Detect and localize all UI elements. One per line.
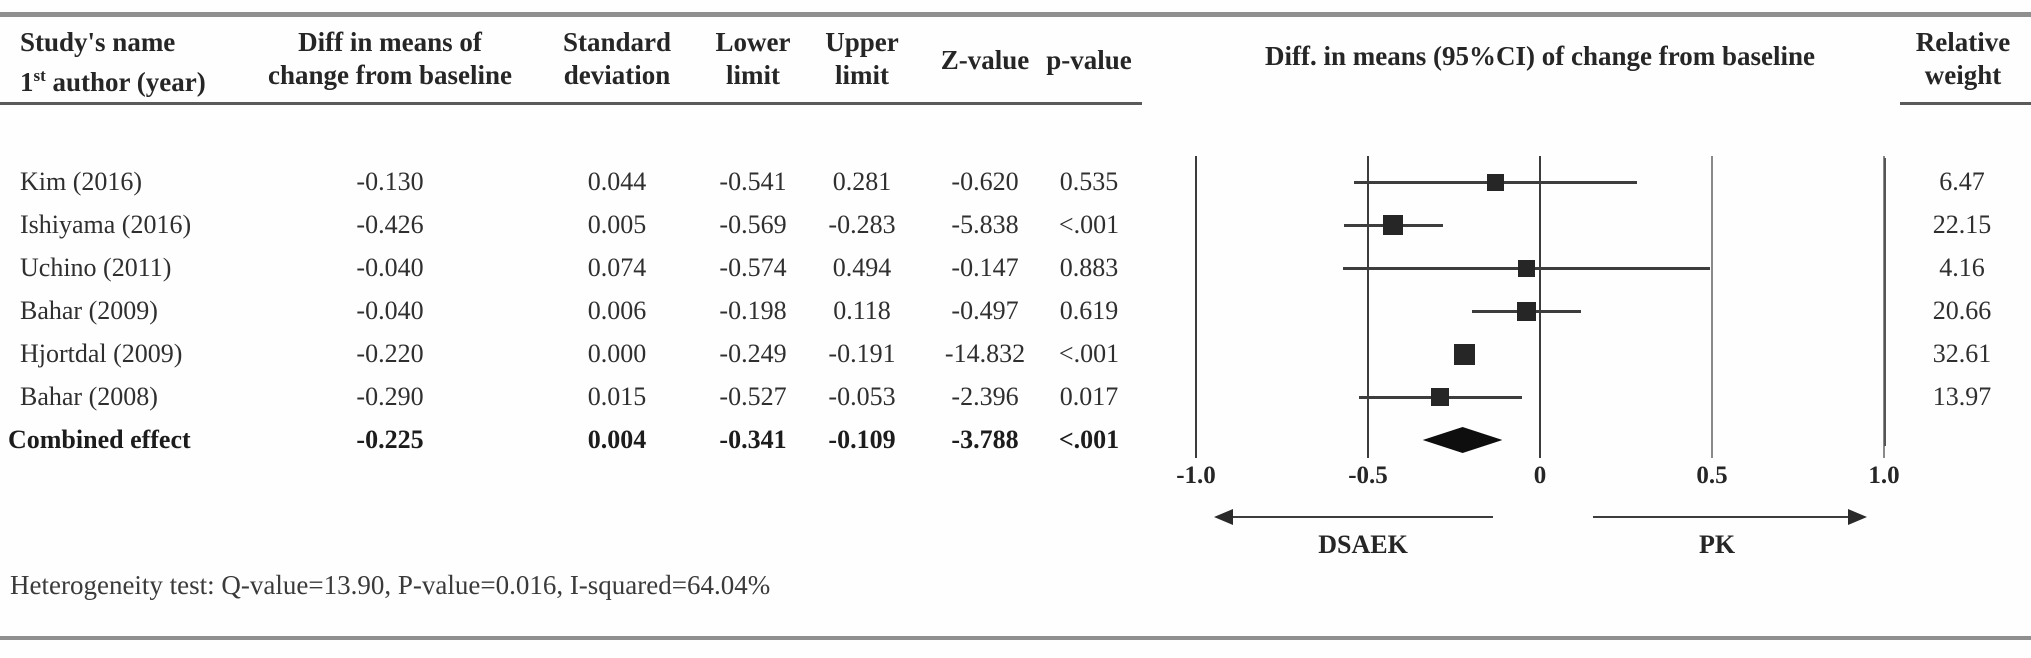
cell-diff: -0.225 — [356, 425, 424, 454]
cell-p: <.001 — [1058, 339, 1120, 368]
cell-lower: -0.569 — [719, 210, 787, 239]
cell-z: -14.832 — [944, 339, 1026, 368]
axis-tick-0.5: 0.5 — [1696, 462, 1728, 489]
cell-sd: 0.044 — [587, 167, 647, 196]
axis-tick-1.0: 1.0 — [1868, 462, 1900, 489]
cell-lower: -0.574 — [719, 253, 787, 282]
cell-sd: 0.005 — [587, 210, 647, 239]
cell-p: 0.883 — [1059, 253, 1119, 282]
column-header-weight: Relative weight — [1915, 27, 2011, 90]
cell-diff: -0.220 — [356, 339, 424, 368]
cell-diff: -0.040 — [356, 253, 424, 282]
pk-arrow-head-icon — [1848, 509, 1867, 525]
cell-diff: -0.130 — [356, 167, 424, 196]
cell-sd: 0.015 — [587, 382, 647, 411]
study-name: Bahar (2008) — [20, 382, 158, 411]
weight-column-separator — [1884, 158, 1886, 446]
study-name: Uchino (2011) — [20, 253, 172, 282]
cell-diff: -0.290 — [356, 382, 424, 411]
cell-diff: -0.040 — [356, 296, 424, 325]
effect-square — [1517, 259, 1535, 277]
cell-upper: 0.494 — [832, 253, 892, 282]
cell-p: 0.619 — [1059, 296, 1119, 325]
header-rule-right — [1900, 102, 2031, 105]
study-name: Hjortdal (2009) — [20, 339, 183, 368]
cell-lower: -0.541 — [719, 167, 787, 196]
gridline--0.5 — [1367, 156, 1369, 458]
gridline-0 — [1539, 156, 1541, 458]
column-header-lower: Lower limit — [715, 27, 791, 90]
column-header-sd: Standard deviation — [562, 27, 672, 90]
gridline--1.0 — [1195, 156, 1197, 458]
column-header-pvalue: p-value — [1046, 45, 1132, 75]
cell-upper: -0.109 — [828, 425, 896, 454]
pk-arrow-shaft — [1593, 516, 1848, 518]
cell-z: -0.497 — [951, 296, 1019, 325]
cell-sd: 0.000 — [587, 339, 647, 368]
dsaek-arrow-shaft — [1232, 516, 1493, 518]
cell-z: -0.620 — [951, 167, 1019, 196]
cell-upper: -0.053 — [828, 382, 896, 411]
study-name: Bahar (2009) — [20, 296, 158, 325]
top-rule — [0, 12, 2031, 17]
cell-lower: -0.249 — [719, 339, 787, 368]
cell-weight: 4.16 — [1939, 253, 1985, 282]
cell-lower: -0.527 — [719, 382, 787, 411]
cell-upper: 0.281 — [832, 167, 892, 196]
effect-square — [1453, 343, 1475, 365]
cell-weight: 13.97 — [1932, 382, 1992, 411]
axis-tick--0.5: -0.5 — [1348, 462, 1388, 489]
column-header-study: Study's name 1st author (year) — [20, 26, 206, 99]
cell-weight: 6.47 — [1939, 167, 1985, 196]
header-rule-left — [0, 102, 1142, 105]
cell-z: -2.396 — [951, 382, 1019, 411]
plot-title: Diff. in means (95%CI) of change from ba… — [1265, 41, 1815, 71]
cell-upper: 0.118 — [833, 296, 891, 325]
column-header-diff: Diff in means of change from baseline — [268, 27, 512, 90]
cell-z: -0.147 — [951, 253, 1019, 282]
cell-upper: -0.283 — [828, 210, 896, 239]
effect-square — [1516, 301, 1536, 321]
dsaek-arrow-head-icon — [1214, 509, 1233, 525]
heterogeneity-note: Heterogeneity test: Q-value=13.90, P-val… — [10, 570, 771, 600]
dsaek-label: DSAEK — [1318, 530, 1408, 559]
axis-tick--1.0: -1.0 — [1176, 462, 1216, 489]
column-header-study-line2: 1st author (year) — [20, 66, 206, 97]
bottom-rule — [0, 636, 2031, 640]
gridline-0.5 — [1711, 156, 1713, 458]
cell-weight: 20.66 — [1932, 296, 1992, 325]
cell-diff: -0.426 — [356, 210, 424, 239]
column-header-upper: Upper limit — [825, 27, 899, 90]
axis-tick-0: 0 — [1533, 462, 1547, 489]
cell-lower: -0.198 — [719, 296, 787, 325]
column-header-zvalue: Z-value — [940, 45, 1030, 75]
cell-sd: 0.004 — [587, 425, 647, 454]
superscript-st: st — [33, 66, 46, 85]
combined-effect-diamond — [1422, 427, 1503, 453]
column-header-study-line1: Study's name — [20, 27, 176, 57]
effect-square — [1383, 215, 1404, 235]
cell-weight: 22.15 — [1932, 210, 1992, 239]
cell-sd: 0.006 — [587, 296, 647, 325]
study-name: Combined effect — [8, 425, 191, 454]
cell-weight: 32.61 — [1932, 339, 1992, 368]
cell-z: -5.838 — [951, 210, 1019, 239]
study-name: Ishiyama (2016) — [20, 210, 192, 239]
cell-p: 0.535 — [1059, 167, 1119, 196]
cell-p: <.001 — [1058, 210, 1120, 239]
cell-p: <.001 — [1058, 425, 1120, 454]
cell-z: -3.788 — [951, 425, 1019, 454]
study-name: Kim (2016) — [20, 167, 143, 196]
cell-lower: -0.341 — [719, 425, 787, 454]
cell-upper: -0.191 — [828, 339, 896, 368]
cell-sd: 0.074 — [587, 253, 647, 282]
pk-label: PK — [1698, 530, 1736, 559]
effect-square — [1486, 173, 1504, 191]
cell-p: 0.017 — [1059, 382, 1119, 411]
effect-square — [1431, 388, 1450, 406]
